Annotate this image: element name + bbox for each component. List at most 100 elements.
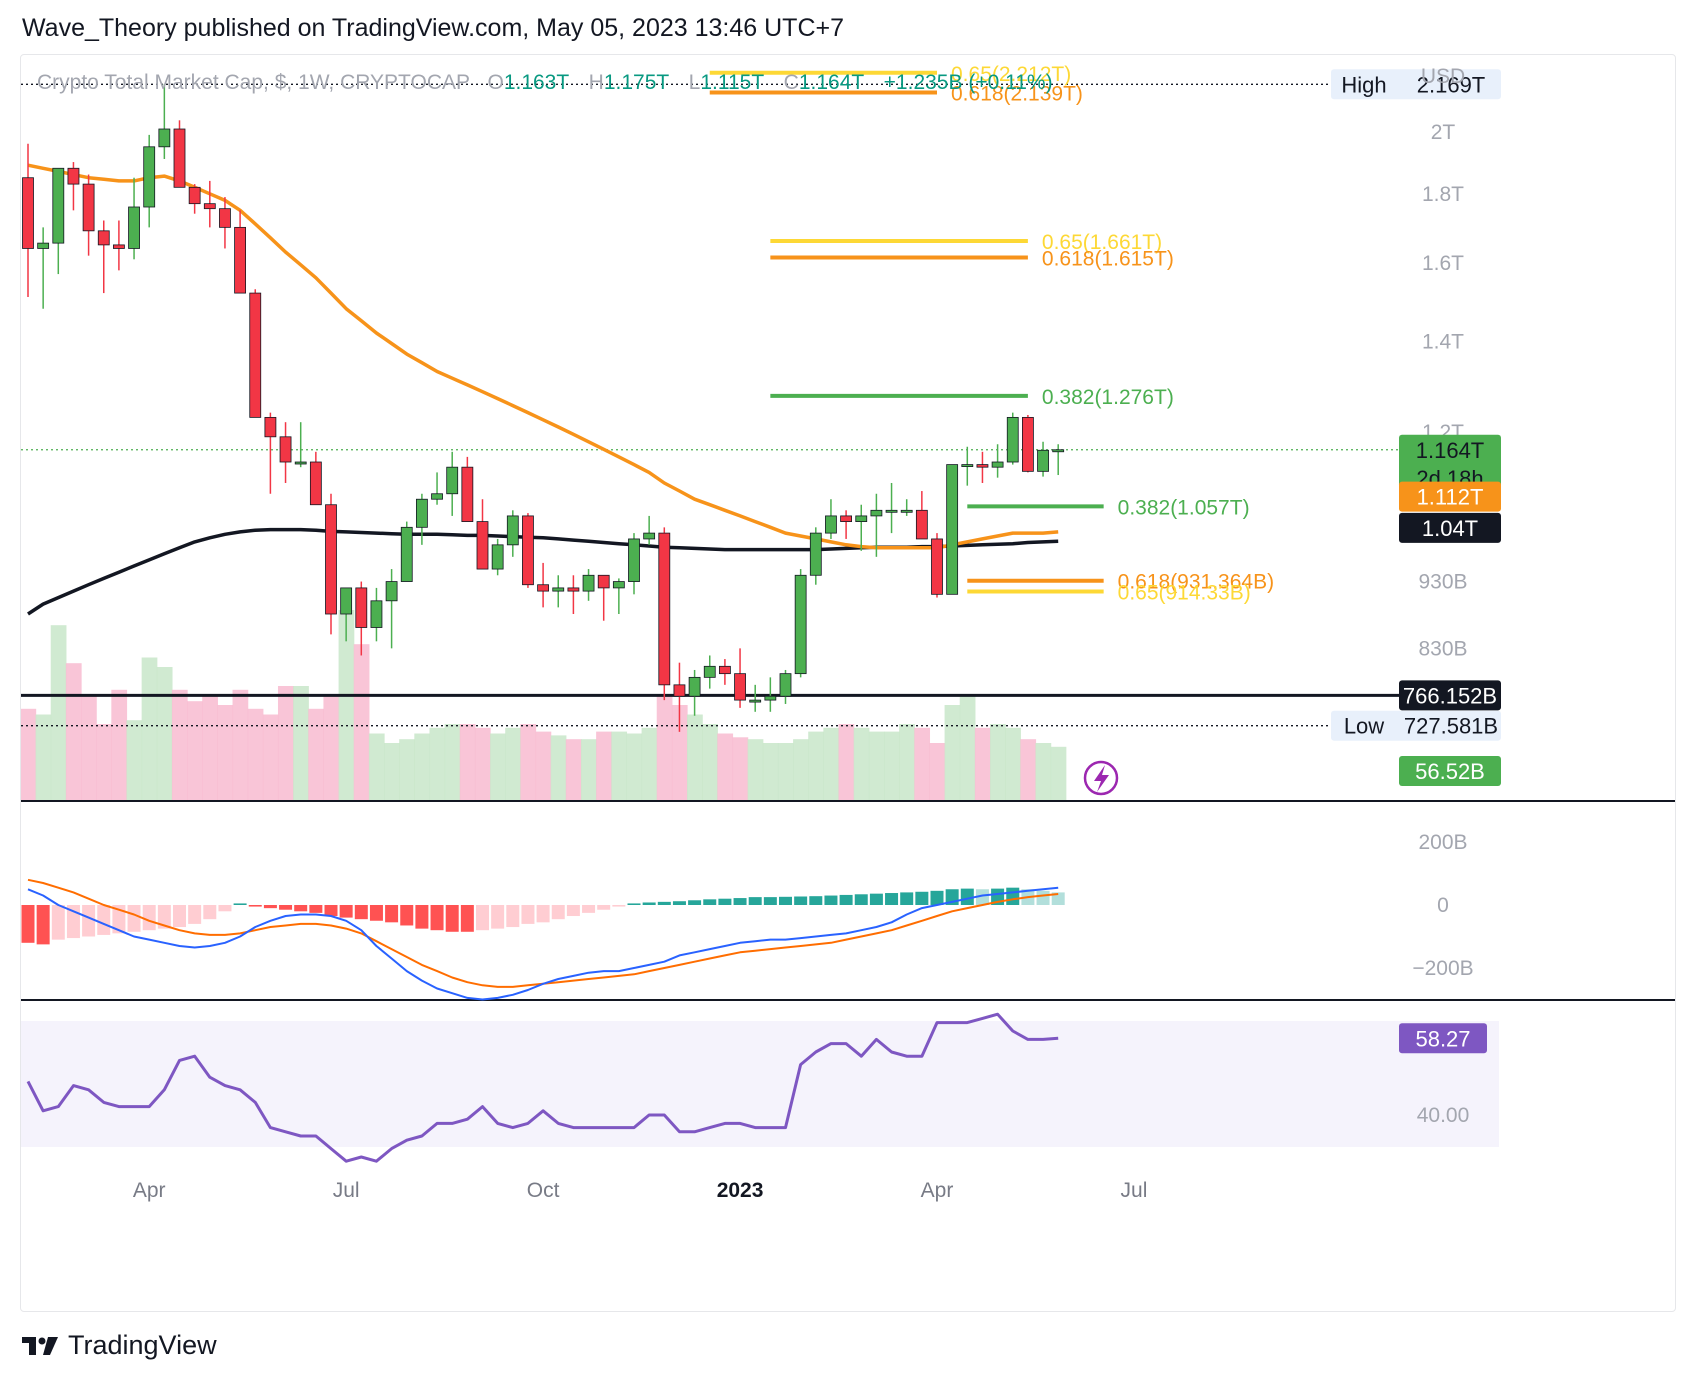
volume-bar bbox=[687, 714, 703, 800]
candle[interactable] bbox=[976, 451, 989, 483]
candle[interactable] bbox=[794, 569, 807, 678]
candle[interactable] bbox=[991, 444, 1004, 478]
rsi-value-tag[interactable]: 58.27 bbox=[1399, 1023, 1487, 1054]
candle[interactable] bbox=[82, 174, 95, 256]
candle[interactable] bbox=[446, 451, 459, 516]
x-tick-label: 2023 bbox=[717, 1179, 764, 1202]
fib-0.382-lower-label: 0.382(1.057T) bbox=[1118, 496, 1250, 519]
candle[interactable] bbox=[67, 162, 80, 211]
candle[interactable] bbox=[203, 180, 216, 228]
candle[interactable] bbox=[52, 167, 65, 275]
candle[interactable] bbox=[749, 684, 762, 712]
candle[interactable] bbox=[491, 538, 504, 576]
volume-bar bbox=[141, 657, 158, 800]
ema-slow-tag[interactable]: 1.04T bbox=[1399, 512, 1501, 543]
candle[interactable] bbox=[870, 493, 883, 557]
candle[interactable] bbox=[764, 677, 777, 712]
candle[interactable] bbox=[779, 669, 792, 704]
candle[interactable] bbox=[825, 499, 837, 539]
candle-body bbox=[688, 676, 701, 697]
candle[interactable] bbox=[673, 662, 686, 732]
candle[interactable] bbox=[946, 464, 959, 595]
candle[interactable] bbox=[809, 527, 822, 585]
candle[interactable] bbox=[37, 227, 50, 309]
candle-body bbox=[506, 515, 519, 546]
candle[interactable] bbox=[597, 574, 610, 621]
high-marker[interactable]: High 2.169T bbox=[1331, 69, 1501, 100]
candle[interactable] bbox=[1052, 444, 1065, 476]
candle[interactable] bbox=[158, 84, 171, 159]
candle[interactable] bbox=[900, 499, 913, 516]
candle[interactable] bbox=[461, 456, 474, 522]
candle[interactable] bbox=[173, 120, 186, 188]
candle[interactable] bbox=[234, 210, 247, 294]
candle[interactable] bbox=[840, 510, 852, 539]
candle[interactable] bbox=[22, 143, 34, 297]
candle[interactable] bbox=[643, 515, 656, 545]
candle[interactable] bbox=[279, 422, 292, 483]
candle[interactable] bbox=[113, 220, 125, 271]
ema-fast-tag[interactable]: 1.112T bbox=[1399, 481, 1501, 512]
rsi-line bbox=[26, 1012, 1059, 1163]
candle[interactable] bbox=[325, 493, 337, 635]
candle[interactable] bbox=[1006, 412, 1019, 465]
rsi-tag-text: 58.27 bbox=[1415, 1026, 1470, 1051]
candle[interactable] bbox=[128, 177, 140, 260]
candle[interactable] bbox=[522, 513, 534, 588]
volume-bar bbox=[384, 743, 400, 800]
candle[interactable] bbox=[961, 446, 974, 486]
candle[interactable] bbox=[309, 451, 322, 506]
candle-body bbox=[870, 509, 883, 517]
candle[interactable] bbox=[249, 289, 262, 418]
candle[interactable] bbox=[506, 510, 519, 557]
volume-bar bbox=[21, 708, 37, 800]
candle[interactable] bbox=[355, 581, 368, 656]
candle[interactable] bbox=[1022, 415, 1034, 473]
candle-body bbox=[219, 208, 231, 228]
candle[interactable] bbox=[719, 659, 731, 685]
macd-histogram-bar bbox=[339, 905, 353, 918]
candle[interactable] bbox=[1037, 441, 1049, 477]
footer-brand[interactable]: TradingView bbox=[68, 1330, 217, 1360]
chart-canvas[interactable]: 2T1.8T1.6T1.4T1.2T930B830B670BAprJulOct2… bbox=[21, 55, 1675, 1311]
candle[interactable] bbox=[885, 482, 898, 534]
candle[interactable] bbox=[612, 578, 625, 615]
candle[interactable] bbox=[628, 533, 640, 595]
candle[interactable] bbox=[431, 472, 443, 505]
candle[interactable] bbox=[688, 669, 701, 716]
candle[interactable] bbox=[703, 655, 716, 689]
candle[interactable] bbox=[537, 562, 549, 608]
lightning-icon[interactable] bbox=[1083, 760, 1119, 796]
candle[interactable] bbox=[855, 504, 868, 551]
candle[interactable] bbox=[400, 521, 413, 582]
candle[interactable] bbox=[97, 220, 110, 294]
candle[interactable] bbox=[294, 422, 307, 468]
low-marker[interactable]: Low 727.581B bbox=[1331, 710, 1501, 741]
candle-body bbox=[234, 226, 247, 294]
candle[interactable] bbox=[582, 569, 595, 601]
candle[interactable] bbox=[415, 493, 428, 545]
candle[interactable] bbox=[567, 575, 580, 615]
candle[interactable] bbox=[734, 648, 746, 708]
candle[interactable] bbox=[188, 184, 201, 214]
macd-histogram-bar bbox=[960, 888, 974, 905]
candle[interactable] bbox=[658, 527, 671, 701]
macd-histogram-bar bbox=[854, 894, 868, 905]
support-tag[interactable]: 766.152B bbox=[1399, 680, 1501, 711]
candle[interactable] bbox=[931, 533, 943, 598]
candle[interactable] bbox=[370, 587, 383, 642]
candle[interactable] bbox=[264, 412, 277, 494]
candle[interactable] bbox=[219, 197, 231, 249]
candle[interactable] bbox=[340, 587, 353, 642]
candle[interactable] bbox=[143, 134, 156, 228]
y-tick-label: 1.8T bbox=[1422, 183, 1464, 206]
volume-bar bbox=[414, 733, 431, 800]
candle[interactable] bbox=[552, 575, 565, 608]
fib-0.382-upper-label: 0.382(1.276T) bbox=[1042, 386, 1174, 409]
candle[interactable] bbox=[476, 499, 489, 570]
volume-bar bbox=[171, 689, 188, 800]
candle[interactable] bbox=[915, 491, 928, 540]
candle[interactable] bbox=[385, 569, 398, 649]
volume-tag[interactable]: 56.52B bbox=[1399, 756, 1501, 786]
